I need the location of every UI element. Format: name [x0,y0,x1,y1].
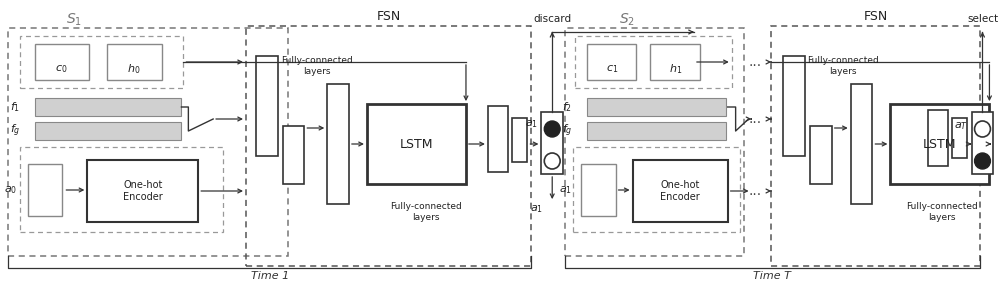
Text: $a_1$: $a_1$ [525,118,538,130]
Bar [573,147,740,232]
Text: LSTM: LSTM [923,137,957,151]
Bar [890,104,989,184]
Bar [581,164,616,216]
Text: $h_1$: $h_1$ [669,62,682,76]
Text: ...: ... [749,184,762,198]
Text: ...: ... [749,112,762,126]
Text: $c_0$: $c_0$ [55,63,68,75]
Bar [541,112,563,174]
Text: FSN: FSN [377,9,401,22]
Circle shape [544,153,560,169]
Text: One-hot
Encoder: One-hot Encoder [660,180,700,202]
Bar [587,44,636,80]
Bar [952,118,967,158]
Bar [35,98,181,116]
Text: $a_1$: $a_1$ [530,203,543,215]
Bar [575,36,732,88]
Bar [256,56,278,156]
Text: $S_2$: $S_2$ [619,12,635,28]
Bar [771,26,980,266]
Text: $f_g$: $f_g$ [10,123,20,139]
Bar [20,36,183,88]
Bar [633,160,728,222]
Bar [650,44,700,80]
Text: $f_g$: $f_g$ [562,123,572,139]
Text: $S_1$: $S_1$ [66,12,82,28]
Bar [87,160,198,222]
Circle shape [975,153,990,169]
Text: $f_2$: $f_2$ [562,100,572,114]
Bar [488,106,508,172]
Text: Fully-connected
layers: Fully-connected layers [807,56,879,76]
Bar [972,112,993,174]
Text: Fully-connected
layers: Fully-connected layers [906,202,978,222]
Bar [587,98,726,116]
Bar [367,104,466,184]
Bar [8,28,288,256]
Text: Fully-connected
layers: Fully-connected layers [390,202,462,222]
Bar [928,110,948,166]
Text: Fully-connected
layers: Fully-connected layers [281,56,353,76]
Bar [20,147,223,232]
Bar [512,118,527,162]
Text: FSN: FSN [863,9,888,22]
Bar [587,122,726,140]
Text: Time 1: Time 1 [251,271,289,281]
Bar [28,164,62,216]
Text: Time T: Time T [753,271,791,281]
Text: $c_1$: $c_1$ [606,63,618,75]
Bar [565,28,744,256]
Bar [810,126,832,184]
Bar [283,126,304,184]
Text: One-hot
Encoder: One-hot Encoder [123,180,163,202]
Circle shape [544,121,560,137]
Bar [246,26,531,266]
Text: $a_1$: $a_1$ [559,184,572,196]
Bar [851,84,872,204]
Text: $f_1$: $f_1$ [10,100,20,114]
Text: LSTM: LSTM [400,137,433,151]
Text: $a_0$: $a_0$ [4,184,18,196]
Bar [35,122,181,140]
Bar [783,56,805,156]
Text: ...: ... [749,55,762,69]
Circle shape [975,121,990,137]
Bar [327,84,349,204]
Text: $h_0$: $h_0$ [127,62,141,76]
Bar [107,44,162,80]
Text: select: select [967,14,998,24]
Bar [35,44,89,80]
Text: $a_T$: $a_T$ [954,120,968,132]
Text: discard: discard [533,14,571,24]
